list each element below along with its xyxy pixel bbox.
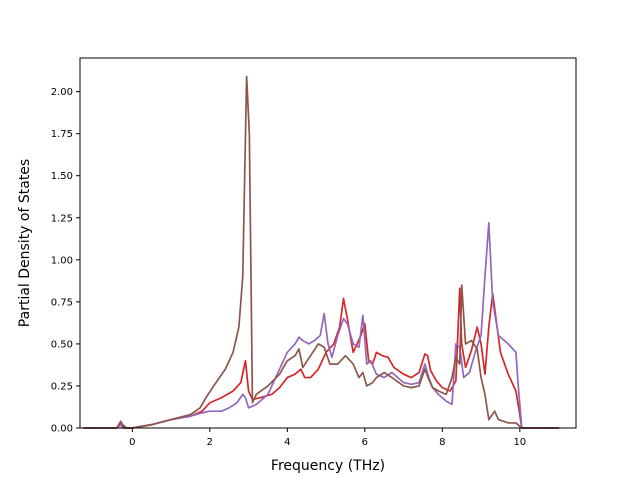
y-tick-label: 1.50: [51, 171, 73, 182]
y-tick-label: 2.00: [51, 87, 73, 98]
series-layer: [83, 75, 560, 429]
y-axis-label: Partial Density of States: [17, 159, 33, 327]
series-line-3: [83, 75, 560, 429]
y-tick-label: 0.50: [51, 339, 73, 350]
x-tick-label: 8: [439, 437, 445, 448]
series-line-2: [83, 221, 560, 429]
y-tick-label: 1.25: [51, 213, 73, 224]
y-tick-label: 1.00: [51, 255, 73, 266]
y-tick-label: 0.75: [51, 297, 73, 308]
plot-frame: [79, 57, 577, 429]
x-axis: 0 2 4 6 8 10: [129, 428, 526, 448]
x-tick-label: 0: [129, 437, 135, 448]
y-tick-label: 1.75: [51, 129, 73, 140]
x-tick-label: 4: [284, 437, 290, 448]
y-tick-label: 0.25: [51, 381, 73, 392]
y-axis: 0.00 0.25 0.50 0.75 1.00 1.25 1.50 1.75 2.00: [51, 87, 80, 435]
x-tick-label: 2: [207, 437, 213, 448]
x-axis-label: Frequency (THz): [271, 458, 385, 474]
y-tick-label: 0.00: [51, 424, 73, 435]
x-tick-label: 6: [362, 437, 368, 448]
x-tick-label: 10: [513, 437, 526, 448]
